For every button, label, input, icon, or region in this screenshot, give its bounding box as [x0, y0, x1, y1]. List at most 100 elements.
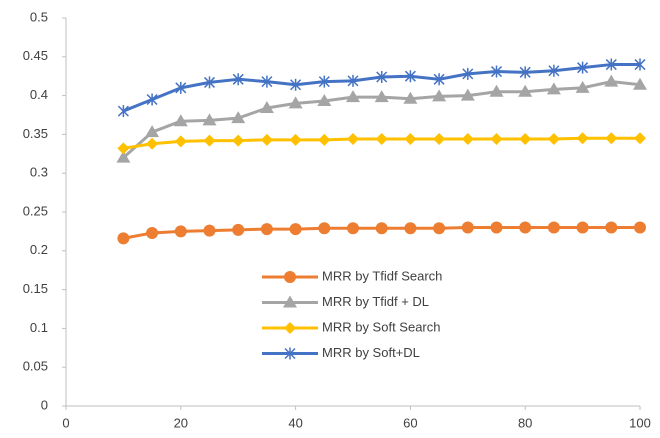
marker [433, 133, 446, 146]
marker [547, 133, 560, 146]
x-tick-label: 40 [288, 415, 302, 430]
y-tick-label: 0 [41, 397, 48, 412]
marker [548, 64, 560, 77]
marker [460, 88, 475, 101]
y-tick-label: 0.05 [23, 359, 48, 374]
marker [232, 73, 244, 86]
marker [461, 221, 474, 234]
marker [490, 221, 503, 234]
marker [519, 221, 532, 234]
marker [432, 89, 447, 102]
marker [546, 82, 561, 95]
marker [634, 221, 646, 234]
x-tick-label: 60 [403, 415, 417, 430]
marker [490, 65, 503, 78]
marker [576, 221, 589, 234]
marker [146, 226, 159, 239]
marker [577, 61, 589, 74]
marker [347, 222, 359, 235]
marker [289, 133, 302, 146]
marker [260, 133, 273, 146]
marker [203, 134, 216, 147]
marker [232, 134, 245, 147]
marker [518, 84, 533, 97]
marker [605, 221, 618, 234]
x-tick-label: 20 [174, 415, 188, 430]
y-tick-label: 0.45 [23, 48, 48, 63]
marker [175, 81, 187, 94]
marker [575, 80, 590, 93]
marker [318, 222, 331, 235]
marker [260, 223, 273, 236]
marker [433, 73, 445, 86]
marker [519, 133, 532, 146]
x-tick-label: 80 [518, 415, 532, 430]
marker [290, 78, 302, 91]
marker [489, 84, 504, 97]
marker [117, 142, 130, 155]
x-tick-label: 100 [629, 415, 651, 430]
marker [404, 70, 416, 83]
marker [490, 133, 503, 146]
marker [231, 111, 246, 124]
marker [404, 222, 417, 235]
legend-marker [284, 322, 296, 334]
marker [605, 58, 617, 71]
legend-marker [283, 295, 297, 308]
legend-label: MRR by Tfidf + DL [322, 294, 429, 309]
marker [433, 222, 446, 235]
marker [288, 96, 303, 109]
marker [375, 222, 388, 235]
marker [462, 67, 474, 80]
marker [605, 132, 618, 145]
marker [146, 137, 159, 150]
marker [202, 113, 217, 126]
y-tick-label: 0.1 [30, 320, 48, 335]
marker [116, 150, 131, 163]
y-tick-label: 0.4 [30, 87, 48, 102]
marker [317, 94, 332, 107]
marker [347, 74, 359, 87]
marker [519, 66, 531, 79]
marker [634, 58, 646, 71]
marker [576, 132, 589, 145]
marker [633, 77, 647, 90]
y-tick-label: 0.2 [30, 242, 48, 257]
marker [547, 221, 560, 234]
marker [376, 70, 388, 83]
legend-marker [284, 347, 296, 360]
marker [347, 133, 359, 146]
marker [461, 133, 474, 146]
marker [173, 114, 188, 127]
marker [318, 75, 330, 88]
marker [259, 101, 274, 114]
marker [403, 91, 418, 104]
marker [203, 224, 216, 237]
y-tick-label: 0.3 [30, 165, 48, 180]
marker [232, 223, 245, 236]
legend-marker [284, 271, 296, 283]
marker [174, 225, 187, 238]
legend-label: MRR by Soft Search [322, 319, 441, 334]
marker [117, 105, 129, 118]
y-tick-label: 0.15 [23, 281, 48, 296]
marker [261, 75, 273, 88]
marker [146, 93, 158, 106]
marker [374, 90, 389, 103]
marker [289, 223, 302, 236]
marker [318, 133, 331, 146]
marker [346, 90, 360, 103]
marker [604, 74, 619, 87]
legend-label: MRR by Soft+DL [322, 345, 420, 360]
marker [174, 135, 187, 148]
marker [404, 133, 417, 146]
y-tick-label: 0.25 [23, 203, 48, 218]
marker [634, 132, 646, 145]
marker [117, 232, 130, 245]
x-tick-label: 0 [62, 415, 69, 430]
marker [375, 133, 388, 146]
legend-label: MRR by Tfidf Search [322, 268, 442, 283]
marker [203, 76, 216, 89]
y-tick-label: 0.35 [23, 126, 48, 141]
